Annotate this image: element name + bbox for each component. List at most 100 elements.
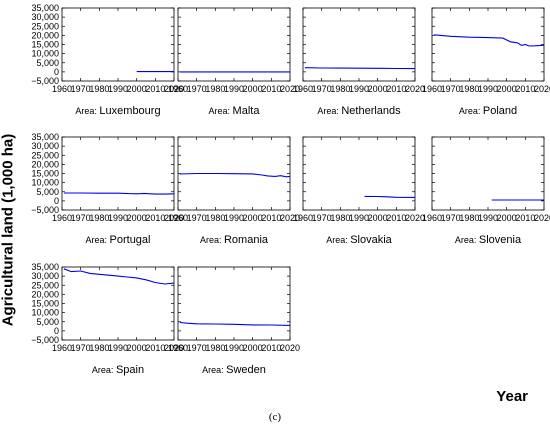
x-tick-label: 1960: [422, 84, 442, 94]
y-tick-label: −5,000: [31, 205, 59, 215]
x-tick-label: 1980: [89, 84, 109, 94]
x-tick-label: 1960: [52, 84, 72, 94]
plot-frame: [302, 136, 416, 211]
x-tick-label: 2020: [164, 84, 184, 94]
x-tick-label: 1990: [478, 84, 498, 94]
x-tick-label: 2010: [261, 343, 281, 353]
x-tick-label: 1960: [168, 213, 188, 223]
panel-title-area: Luxembourg: [99, 105, 160, 117]
x-tick-label: 2020: [405, 84, 425, 94]
panel-title-area: Slovakia: [350, 234, 392, 246]
panel-title-area: Netherlands: [341, 105, 401, 117]
figure-caption: (c): [268, 411, 282, 423]
x-tick-label: 1990: [108, 84, 128, 94]
x-tick-label: 2010: [515, 84, 535, 94]
x-tick-label: 2020: [534, 213, 550, 223]
panel-title: Area: Netherlands: [317, 105, 401, 117]
x-tick-label: 1980: [89, 343, 109, 353]
x-tick-label: 1980: [459, 213, 479, 223]
panel-title-area: Slovenia: [479, 234, 522, 246]
panel-title-area: Spain: [116, 364, 144, 376]
panel-title-prefix: Area:: [209, 106, 233, 116]
panel-luxembourg: 35,00030,00025,00020,00015,00010,0005,00…: [31, 3, 184, 117]
x-tick-label: 2000: [497, 84, 517, 94]
x-tick-label: 2000: [127, 343, 147, 353]
x-tick-label: 2010: [261, 84, 281, 94]
plot-frame: [61, 7, 175, 82]
panel-title-prefix: Area:: [459, 106, 483, 116]
x-tick-label: 1970: [187, 213, 207, 223]
x-tick-label: 2000: [243, 343, 263, 353]
y-axis-label-text: Agricultural land (1,000 ha): [0, 133, 17, 327]
panel-title: Area: Slovenia: [455, 234, 522, 246]
series-line-portugal: [63, 192, 175, 195]
x-tick-label: 1970: [312, 84, 332, 94]
x-tick-label: 2000: [368, 213, 388, 223]
panel-title-prefix: Area:: [326, 235, 350, 245]
y-tick-label: 20,000: [31, 30, 59, 40]
y-tick-label: 0: [54, 67, 59, 77]
y-tick-label: 10,000: [31, 49, 59, 59]
x-tick-label: 2010: [386, 84, 406, 94]
x-tick-label: 2000: [127, 84, 147, 94]
x-tick-label: 2020: [164, 213, 184, 223]
panel-title: Area: Romania: [200, 234, 269, 246]
x-tick-label: 2020: [280, 213, 300, 223]
plot-frame: [302, 7, 416, 82]
x-tick-label: 2020: [405, 213, 425, 223]
panel-title: Area: Malta: [209, 105, 261, 117]
x-tick-label: 1980: [205, 213, 225, 223]
series-line-poland: [433, 34, 545, 47]
x-tick-label: 1970: [441, 213, 461, 223]
x-tick-label: 2010: [261, 213, 281, 223]
panel-title: Area: Spain: [92, 364, 144, 376]
x-tick-label: 2020: [534, 84, 550, 94]
x-tick-label: 1980: [459, 84, 479, 94]
y-tick-label: 25,000: [31, 150, 59, 160]
panel-portugal: 35,00030,00025,00020,00015,00010,0005,00…: [31, 132, 184, 246]
x-tick-label: 1990: [224, 213, 244, 223]
x-tick-label: 1970: [187, 84, 207, 94]
panel-title-area: Romania: [224, 234, 269, 246]
series-line-slovakia: [364, 195, 416, 198]
x-tick-label: 1960: [168, 343, 188, 353]
panel-title: Area: Portugal: [86, 234, 151, 246]
y-tick-label: 30,000: [31, 12, 59, 22]
y-tick-label: 5,000: [36, 187, 59, 197]
panel-title-area: Portugal: [110, 234, 151, 246]
plot-frame: [61, 136, 175, 211]
series-line-spain: [63, 268, 175, 285]
x-tick-label: 1970: [187, 343, 207, 353]
panel-title-prefix: Area:: [86, 235, 110, 245]
x-tick-label: 2010: [145, 84, 165, 94]
x-tick-label: 2020: [164, 343, 184, 353]
panel-title: Area: Poland: [459, 105, 517, 117]
panel-title: Area: Slovakia: [326, 234, 392, 246]
y-tick-label: 15,000: [31, 299, 59, 309]
y-tick-label: 0: [54, 196, 59, 206]
x-tick-label: 1990: [349, 213, 369, 223]
x-tick-label: 1990: [224, 84, 244, 94]
x-tick-label: 1990: [349, 84, 369, 94]
plot-frame: [431, 136, 545, 211]
x-tick-label: 2020: [280, 84, 300, 94]
x-tick-label: 1980: [330, 213, 350, 223]
panel-title-area: Malta: [233, 105, 261, 117]
panel-title-prefix: Area:: [200, 235, 224, 245]
x-axis-label: Year: [496, 388, 528, 405]
y-tick-label: 25,000: [31, 21, 59, 31]
x-tick-label: 1970: [71, 213, 91, 223]
y-tick-label: 20,000: [31, 159, 59, 169]
y-tick-label: 5,000: [36, 58, 59, 68]
x-tick-label: 1970: [441, 84, 461, 94]
y-tick-label: 20,000: [31, 289, 59, 299]
y-tick-label: 25,000: [31, 280, 59, 290]
x-tick-label: 1960: [52, 213, 72, 223]
x-tick-label: 2000: [243, 213, 263, 223]
y-tick-label: 35,000: [31, 3, 59, 13]
x-tick-label: 1960: [422, 213, 442, 223]
x-tick-label: 2010: [515, 213, 535, 223]
